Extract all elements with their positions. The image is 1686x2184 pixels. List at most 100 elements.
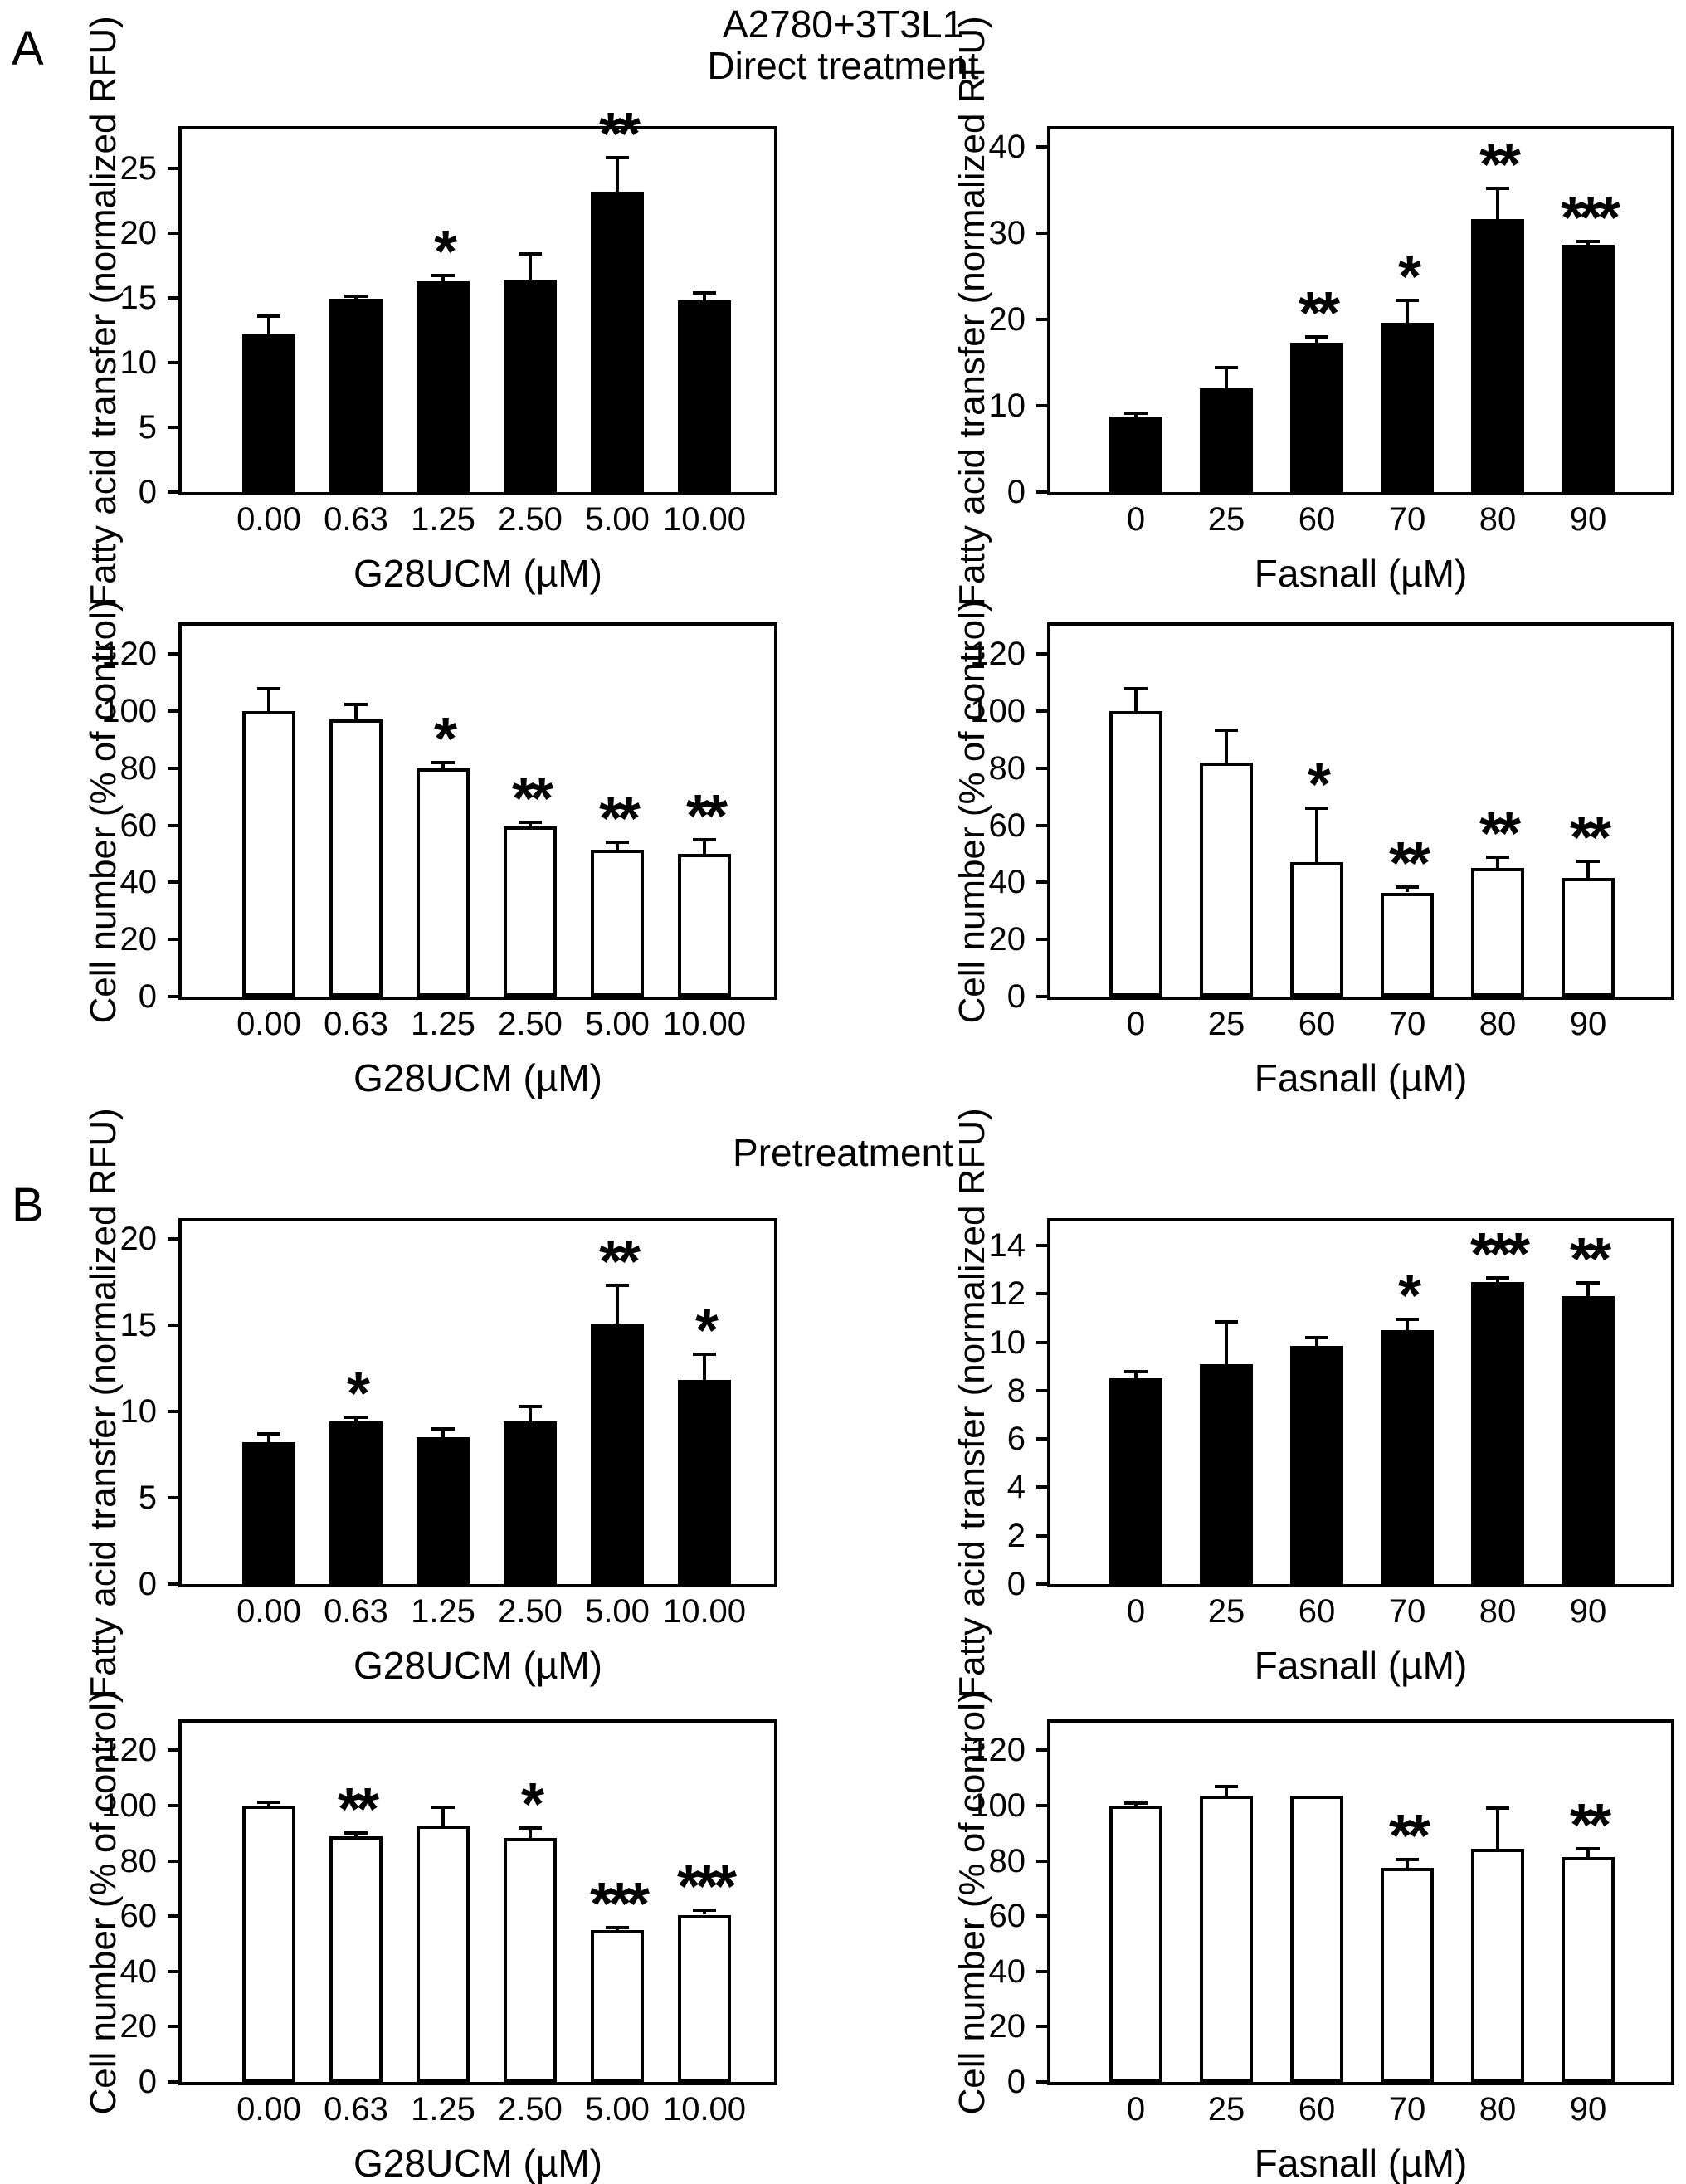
bar	[329, 1835, 383, 2082]
bar	[504, 826, 557, 997]
y-tick-label: 40	[988, 864, 1026, 901]
y-tick-mark	[1036, 1244, 1047, 1248]
x-tick-label: 25	[1207, 1593, 1245, 1630]
y-tick-mark	[1036, 231, 1047, 235]
x-tick-label: 80	[1479, 501, 1517, 538]
y-tick-mark	[168, 2025, 178, 2029]
bar	[678, 300, 731, 492]
error-bar-line	[1225, 1321, 1228, 1364]
y-tick-label: 40	[988, 128, 1026, 165]
x-tick-label: 60	[1298, 501, 1336, 538]
y-tick-label: 5	[138, 408, 157, 446]
x-tick-label: 2.50	[498, 1006, 563, 1042]
y-tick-label: 10	[988, 387, 1026, 424]
y-tick-label: 80	[119, 1842, 158, 1879]
y-tick-mark	[1036, 995, 1047, 998]
y-tick-label: 0	[1006, 2064, 1026, 2100]
x-axis-label: Fasnall (µM)	[1254, 1056, 1468, 1099]
y-tick-label: 4	[1006, 1469, 1026, 1506]
bar	[504, 1837, 557, 2082]
bar	[504, 280, 557, 492]
x-tick-label: 2.50	[498, 1593, 563, 1630]
y-tick-label: 100	[101, 693, 157, 730]
error-bar-line	[703, 1354, 706, 1381]
y-tick-label: 40	[119, 864, 158, 901]
error-bar-cap	[519, 251, 542, 256]
significance-label: *	[1397, 244, 1421, 310]
y-tick-label: 100	[101, 1787, 157, 1824]
bar	[1562, 1856, 1615, 2082]
error-bar-cap	[1305, 1335, 1328, 1339]
significance-label: ***	[1469, 1221, 1530, 1289]
significance-label: **	[685, 782, 728, 850]
bar	[1290, 1796, 1343, 2082]
x-tick-label: 2.50	[498, 2091, 563, 2128]
y-tick-mark	[1036, 938, 1047, 942]
y-tick-label: 15	[119, 279, 158, 316]
error-bar-line	[1496, 1278, 1499, 1282]
y-tick-label: 6	[1006, 1421, 1026, 1458]
error-bar-cap	[344, 702, 368, 706]
error-bar-cap	[606, 1926, 629, 1930]
error-bar-line	[703, 292, 706, 300]
bar	[1471, 219, 1524, 492]
error-bar-cap	[1396, 1317, 1419, 1321]
panel-b-title: Pretreatment	[733, 1131, 953, 1174]
y-tick-mark	[1036, 1859, 1047, 1863]
error-bar-cap	[431, 1806, 455, 1810]
x-tick-label: 5.00	[585, 2091, 650, 2128]
y-tick-label: 0	[1006, 474, 1026, 510]
y-tick-label: 120	[101, 636, 157, 673]
y-tick-mark	[168, 1969, 178, 1973]
x-tick-label: 0.63	[324, 1006, 388, 1042]
bar	[329, 719, 383, 997]
error-bar-cap	[257, 1800, 280, 1804]
x-tick-label: 0.63	[324, 501, 388, 538]
y-tick-mark	[1036, 490, 1047, 494]
figure-title-line2: Direct treatment	[707, 44, 979, 87]
y-tick-label: 100	[970, 1787, 1026, 1824]
bar	[1200, 1363, 1253, 1584]
y-tick-mark	[168, 1803, 178, 1807]
x-tick-label: 0.00	[236, 2091, 301, 2128]
error-bar-cap	[519, 1826, 542, 1831]
x-tick-label: 60	[1298, 1006, 1336, 1042]
y-tick-mark	[168, 2080, 178, 2084]
bar	[1562, 878, 1615, 997]
y-tick-label: 60	[119, 1898, 158, 1935]
significance-label: **	[1479, 800, 1521, 867]
y-tick-label: 120	[970, 1732, 1026, 1769]
y-tick-label: 120	[101, 1732, 157, 1769]
y-tick-label: 20	[988, 921, 1026, 958]
x-tick-label: 80	[1479, 1006, 1517, 1042]
error-bar-cap	[1215, 1319, 1238, 1324]
error-bar-cap	[693, 837, 716, 841]
y-tick-label: 0	[138, 474, 157, 510]
x-tick-label: 0.63	[324, 1593, 388, 1630]
error-bar-cap	[1576, 240, 1600, 244]
significance-label: **	[1569, 1226, 1611, 1294]
y-tick-mark	[1036, 317, 1047, 321]
y-tick-mark	[168, 880, 178, 885]
x-tick-label: 80	[1479, 1593, 1517, 1630]
bar	[1109, 1805, 1162, 2082]
bar	[1200, 1796, 1253, 2082]
x-tick-label: 60	[1298, 2091, 1336, 2128]
error-bar-cap	[1576, 1281, 1600, 1285]
y-tick-mark	[1036, 880, 1047, 885]
bar	[1290, 343, 1343, 492]
y-tick-label: 80	[988, 749, 1026, 787]
y-tick-label: 25	[119, 149, 158, 187]
error-bar-line	[267, 1433, 270, 1443]
error-bar-cap	[1215, 728, 1238, 732]
x-tick-label: 5.00	[585, 1593, 650, 1630]
significance-label: *	[346, 1361, 370, 1428]
bar	[1562, 245, 1615, 492]
y-tick-label: 80	[988, 1842, 1026, 1879]
bar	[1381, 892, 1434, 997]
y-tick-mark	[168, 1914, 178, 1918]
error-bar-cap	[1396, 299, 1419, 302]
y-tick-mark	[168, 766, 178, 770]
error-bar-line	[1586, 241, 1590, 246]
